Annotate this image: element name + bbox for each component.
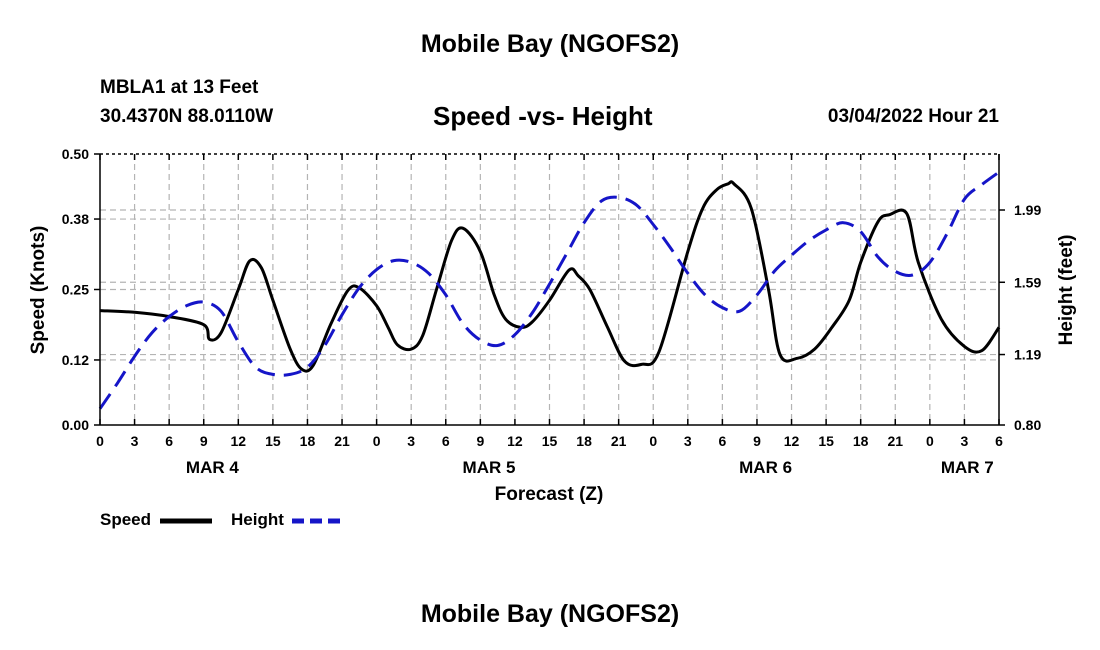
- legend-speed-label: Speed: [100, 510, 152, 529]
- day-label: MAR 6: [739, 458, 792, 477]
- x-tick-label: 9: [753, 433, 761, 449]
- day-label: MAR 4: [186, 458, 239, 477]
- x-tick-label: 21: [611, 433, 627, 449]
- x-tick-label: 6: [442, 433, 450, 449]
- x-tick-label: 21: [334, 433, 350, 449]
- left-axis-title: Speed (Knots): [28, 226, 49, 355]
- x-tick-label: 3: [961, 433, 969, 449]
- day-label: MAR 5: [463, 458, 516, 477]
- y-tick-label-right: 0.80: [1014, 417, 1041, 433]
- y-tick-label-left: 0.25: [62, 282, 89, 298]
- footer-title: Mobile Bay (NGOFS2): [420, 600, 680, 628]
- x-tick-label: 0: [649, 433, 657, 449]
- x-tick-label: 3: [684, 433, 692, 449]
- station-label: MBLA1 at 13 Feet: [100, 77, 259, 98]
- x-tick-label: 15: [542, 433, 558, 449]
- x-tick-label: 15: [818, 433, 834, 449]
- speed-series-line: [99, 180, 1001, 373]
- x-tick-label: 0: [926, 433, 934, 449]
- station-coordinates: 30.4370N 88.0110W: [100, 106, 274, 127]
- grid-lines: [100, 154, 999, 425]
- x-tick-label: 6: [165, 433, 173, 449]
- height-series-line: [98, 170, 1000, 410]
- x-tick-label: 18: [576, 433, 592, 449]
- x-tick-label: 6: [995, 433, 1003, 449]
- series-lines: [98, 170, 1001, 410]
- axis-labels: 0 3 6 9 12 15 18 21 0 3 6 9 12 15 18 21 0 3 6 9 12 15 18 21 0 3 6M…: [62, 146, 1042, 477]
- y-tick-label-right: 1.19: [1014, 347, 1041, 363]
- y-tick-label-right: 1.59: [1014, 274, 1041, 290]
- x-axis-title: Forecast (Z): [495, 484, 604, 505]
- x-tick-label: 12: [507, 433, 523, 449]
- x-tick-label: 15: [265, 433, 281, 449]
- x-tick-label: 12: [784, 433, 800, 449]
- y-tick-label-left: 0.00: [62, 417, 89, 433]
- day-label: MAR 7: [941, 458, 994, 477]
- x-tick-label: 9: [476, 433, 484, 449]
- x-tick-label: 12: [231, 433, 247, 449]
- x-tick-label: 3: [131, 433, 139, 449]
- y-tick-label-left: 0.12: [62, 352, 89, 368]
- chart-main-title: Mobile Bay (NGOFS2): [420, 30, 680, 58]
- x-tick-label: 18: [300, 433, 316, 449]
- x-tick-label: 0: [373, 433, 381, 449]
- y-tick-label-left: 0.50: [62, 146, 89, 162]
- right-axis-title: Height (feet): [1056, 235, 1077, 346]
- forecast-datetime: 03/04/2022 Hour 21: [827, 106, 999, 127]
- x-tick-label: 18: [853, 433, 869, 449]
- legend-height-label: Height: [231, 510, 284, 529]
- x-tick-label: 6: [718, 433, 726, 449]
- plot-frame: [94, 153, 1005, 426]
- chart-subtitle: Speed -vs- Height: [433, 101, 653, 131]
- y-tick-label-right: 1.99: [1014, 202, 1041, 218]
- x-tick-label: 0: [96, 433, 104, 449]
- x-tick-label: 21: [887, 433, 903, 449]
- x-tick-label: 3: [407, 433, 415, 449]
- x-tick-label: 9: [200, 433, 208, 449]
- y-tick-label-left: 0.38: [62, 211, 89, 227]
